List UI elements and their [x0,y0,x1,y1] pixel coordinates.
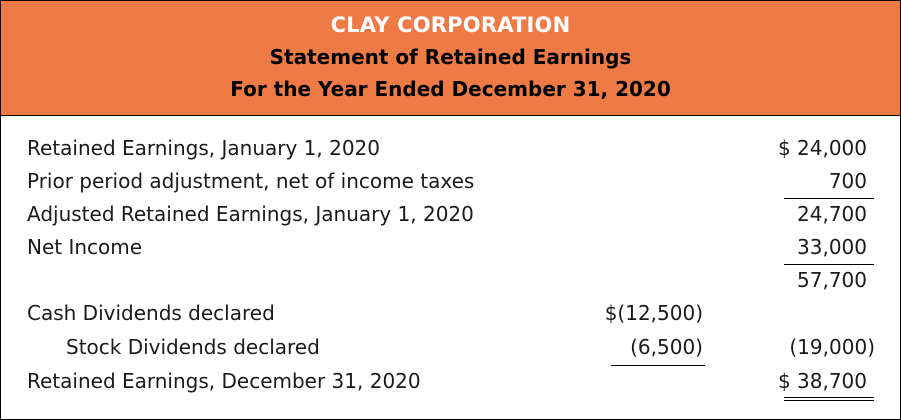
row-label-adjusted-retained-earnings: Adjusted Retained Earnings, January 1, 2… [27,202,474,226]
row-amount-retained-earnings-jan: $ 24,000 [777,136,867,160]
row-amount-subtotal: 57,700 [797,268,867,292]
row-label-stock-dividends: Stock Dividends declared [66,335,320,359]
statement-period: For the Year Ended December 31, 2020 [230,77,671,101]
underline [611,365,705,366]
row-label-net-income: Net Income [27,235,143,259]
row-label-retained-earnings-dec: Retained Earnings, December 31, 2020 [27,369,421,393]
statement-title: Statement of Retained Earnings [269,45,632,69]
row-label-cash-dividends: Cash Dividends declared [27,301,275,325]
underline [784,198,874,199]
row-amount-retained-earnings-dec: $ 38,700 [777,369,867,393]
statement-header: CLAY CORPORATION Statement of Retained E… [1,1,900,116]
row-label-retained-earnings-jan: Retained Earnings, January 1, 2020 [27,136,381,160]
row-amount-adjusted-retained-earnings: 24,700 [797,202,867,226]
row-amount-net-income: 33,000 [797,235,867,259]
row-amount-cash-dividends: $(12,500) [604,301,703,325]
double-underline [784,397,874,401]
row-amount-total-dividends: (19,000) [789,335,875,359]
row-amount-stock-dividends: (6,500) [630,335,703,359]
row-label-prior-period-adjustment: Prior period adjustment, net of income t… [27,169,475,193]
underline [784,264,874,265]
row-amount-prior-period-adjustment: 700 [828,169,867,193]
company-name: CLAY CORPORATION [330,13,571,37]
